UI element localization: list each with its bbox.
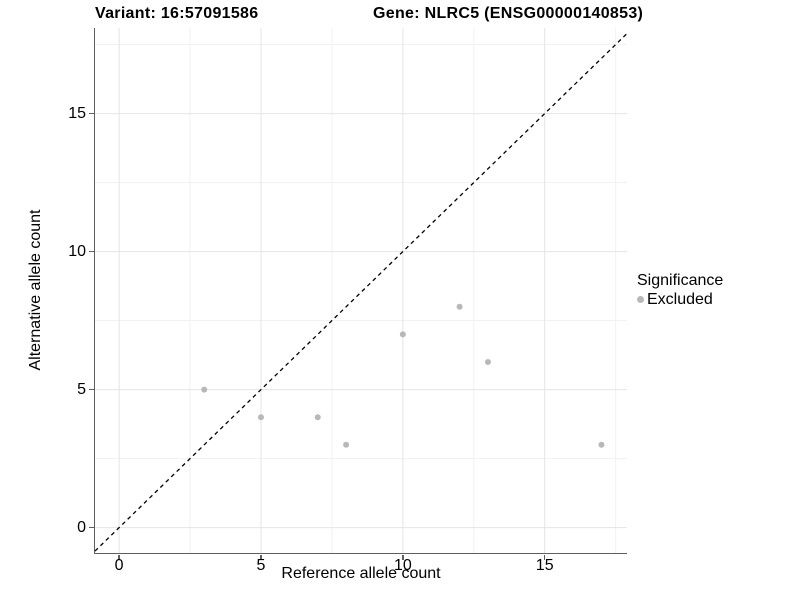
x-tick-label: 15 <box>535 557 554 574</box>
x-tick-mark <box>260 554 262 560</box>
legend-item-label: Excluded <box>647 291 713 308</box>
data-point <box>257 414 264 421</box>
variant-title: Variant: 16:57091586 <box>95 5 259 22</box>
y-tick-mark <box>88 388 94 391</box>
y-tick-label: 10 <box>68 242 86 260</box>
x-tick-mark <box>402 554 404 560</box>
x-tick-label: 10 <box>393 557 412 574</box>
data-point <box>200 386 207 393</box>
data-point <box>597 441 604 448</box>
legend-title: Significance <box>637 272 724 289</box>
plot-area <box>94 28 627 553</box>
x-tick-label: 0 <box>114 557 124 574</box>
gene-title: Gene: NLRC5 (ENSG00000140853) <box>373 5 644 22</box>
y-tick-mark <box>88 112 94 115</box>
y-axis-title: Alternative allele count <box>27 209 44 371</box>
excluded-point-icon <box>637 296 644 303</box>
y-tick-mark <box>88 250 94 253</box>
x-tick-mark <box>543 554 546 560</box>
x-tick-label: 5 <box>256 557 266 574</box>
legend-item-excluded: Excluded <box>637 290 723 309</box>
data-point <box>342 441 349 448</box>
y-tick-label: 5 <box>77 380 86 398</box>
plot-panel <box>93 28 627 554</box>
legend: Significance Excluded <box>637 271 723 309</box>
x-tick-mark <box>118 554 120 560</box>
y-tick-label: 0 <box>77 518 86 536</box>
data-point <box>456 303 463 310</box>
identity-line <box>94 33 627 552</box>
data-point <box>314 414 321 421</box>
y-tick-label: 15 <box>68 104 86 122</box>
x-axis-title: Reference allele count <box>281 565 441 582</box>
data-point <box>484 358 491 365</box>
data-point <box>399 331 406 338</box>
y-tick-mark <box>88 526 94 529</box>
